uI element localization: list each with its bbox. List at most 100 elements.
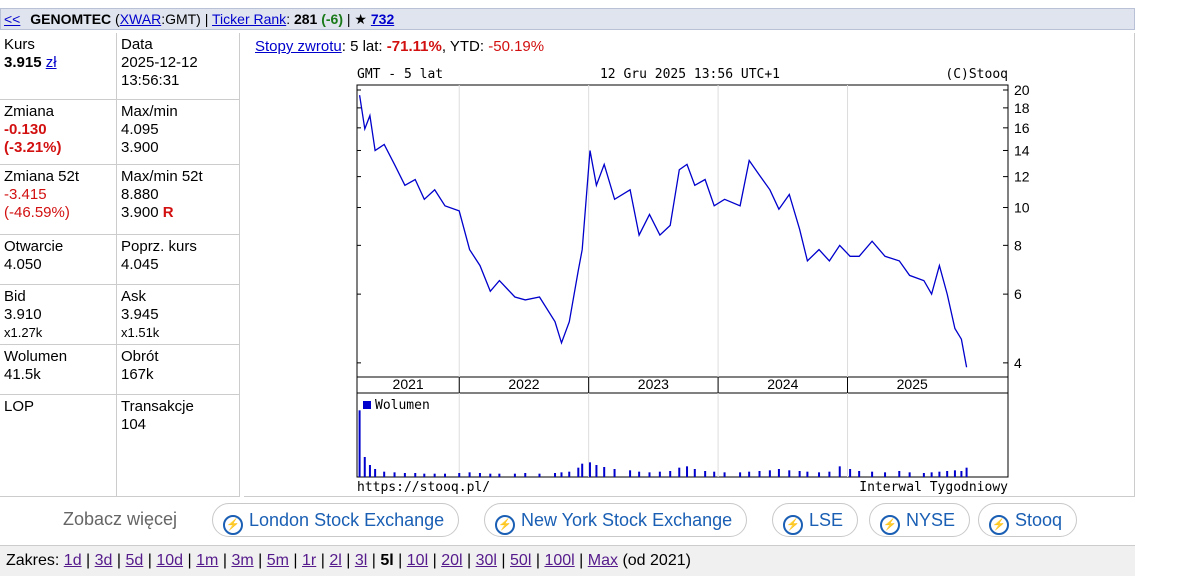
label: Otwarcie xyxy=(4,238,64,255)
y-tick-label: 16 xyxy=(1014,120,1030,136)
volume-bar xyxy=(669,471,672,477)
volume-bar xyxy=(588,462,591,477)
range-link[interactable]: 50l xyxy=(510,552,532,569)
cell: Ask 3.945 x1.51k xyxy=(117,285,240,345)
volume-bar xyxy=(603,467,606,477)
x-tick-label: 2023 xyxy=(638,376,669,392)
range-link[interactable]: 20l xyxy=(441,552,463,569)
volume-bar xyxy=(938,471,941,477)
cell: Otwarcie 4.050 xyxy=(0,235,117,285)
volume-bar xyxy=(489,473,492,477)
value: 2025-12-12 xyxy=(121,54,198,71)
separator: | xyxy=(293,552,298,569)
separator: | xyxy=(346,552,351,569)
label: Zmiana xyxy=(4,103,55,120)
legend-swatch xyxy=(363,401,371,409)
range-link[interactable]: 5m xyxy=(266,552,289,569)
rank-change: (-6) xyxy=(321,11,343,27)
label: Wolumen xyxy=(4,348,68,365)
volume-bar xyxy=(788,470,791,477)
range-link[interactable]: 1d xyxy=(63,552,82,569)
volume-bar xyxy=(768,470,771,477)
ytd-label: YTD: xyxy=(449,38,485,55)
exchange-button[interactable]: ⚡ NYSE xyxy=(869,503,971,537)
cell: Transakcje 104 xyxy=(117,395,240,497)
volume-bar xyxy=(638,471,641,477)
volume-bar xyxy=(884,472,887,477)
y-tick-label: 6 xyxy=(1014,286,1022,302)
volume-bar xyxy=(713,471,716,477)
volume-bar xyxy=(930,472,933,477)
volume-bar xyxy=(908,472,911,477)
cell: Max/min 52t 8.880 3.900 R xyxy=(117,165,240,235)
separator: | xyxy=(204,11,209,27)
chart-panel: Stopy zwrotu: 5 lat: -71.11%, YTD: -50.1… xyxy=(244,33,1135,497)
volume-bar xyxy=(393,472,396,477)
range-link[interactable]: 1r xyxy=(302,552,317,569)
volume-bar xyxy=(498,473,501,477)
exchange-button[interactable]: ⚡ LSE xyxy=(772,503,859,537)
range-link[interactable]: 10l xyxy=(406,552,429,569)
separator: | xyxy=(432,552,437,569)
y-tick-label: 14 xyxy=(1014,142,1030,158)
volume-bar xyxy=(414,473,417,477)
range-link[interactable]: 30l xyxy=(475,552,497,569)
size: x1.51k xyxy=(121,325,160,340)
range-note: (od 2021) xyxy=(622,552,691,569)
exchange-button[interactable]: ⚡ London Stock Exchange xyxy=(212,503,460,537)
value: 167k xyxy=(121,366,154,383)
paren: ( xyxy=(115,11,120,27)
range-link[interactable]: 10d xyxy=(156,552,184,569)
exchange-button[interactable]: ⚡ Stooq xyxy=(978,503,1078,537)
volume-bar xyxy=(358,410,361,477)
volume-bar xyxy=(658,471,661,477)
range-current: 5l xyxy=(380,552,394,569)
label: Max/min 52t xyxy=(121,168,203,185)
label: Data xyxy=(121,36,153,53)
volume-bar xyxy=(965,467,968,477)
more-label: Zobacz więcej xyxy=(63,509,178,529)
volume-bar xyxy=(581,463,584,477)
range-link[interactable]: 100l xyxy=(544,552,575,569)
label: Zmiana 52t xyxy=(4,168,80,185)
value: (-3.21%) xyxy=(4,139,62,156)
volume-bar xyxy=(704,471,707,477)
range-link[interactable]: 3l xyxy=(354,552,368,569)
volume-bar xyxy=(922,473,925,477)
chart-footer: Interwal Tygodniowy xyxy=(859,480,1008,495)
y-tick-label: 8 xyxy=(1014,237,1022,253)
exchange-link[interactable]: XWAR xyxy=(119,11,162,27)
range-link[interactable]: 3d xyxy=(94,552,113,569)
range-link[interactable]: Max xyxy=(587,552,618,569)
separator: | xyxy=(346,11,351,27)
cell: Kurs 3.915 zł xyxy=(0,33,117,100)
value: 41.5k xyxy=(4,366,41,383)
price-line xyxy=(358,95,968,368)
rank-link[interactable]: Ticker Rank xyxy=(212,11,287,27)
currency-link[interactable]: zł xyxy=(45,54,57,71)
exchange-button[interactable]: ⚡ New York Stock Exchange xyxy=(484,503,748,537)
range-link[interactable]: 3m xyxy=(231,552,254,569)
button-label: NYSE xyxy=(906,510,956,530)
label: Kurs xyxy=(4,36,35,53)
volume-bar xyxy=(723,472,726,477)
back-link[interactable]: << xyxy=(4,11,21,27)
return-5y: -71.11% xyxy=(386,38,442,55)
cell: Poprz. kurs 4.045 xyxy=(117,235,240,285)
volume-bar xyxy=(946,471,949,477)
volume-bar xyxy=(828,471,831,477)
value: 3.900 xyxy=(121,139,159,156)
volume-bar xyxy=(538,473,541,477)
volume-bar xyxy=(678,467,681,477)
separator: | xyxy=(187,552,192,569)
y-tick-label: 18 xyxy=(1014,100,1030,116)
range-link[interactable]: 5d xyxy=(125,552,144,569)
colon: : xyxy=(286,11,291,27)
range-link[interactable]: 2l xyxy=(329,552,342,569)
value: 13:56:31 xyxy=(121,72,180,89)
returns-link[interactable]: Stopy zwrotu xyxy=(255,38,342,55)
stars-link[interactable]: 732 xyxy=(370,11,395,27)
cell: Obrót 167k xyxy=(117,345,240,395)
range-link[interactable]: 1m xyxy=(196,552,219,569)
